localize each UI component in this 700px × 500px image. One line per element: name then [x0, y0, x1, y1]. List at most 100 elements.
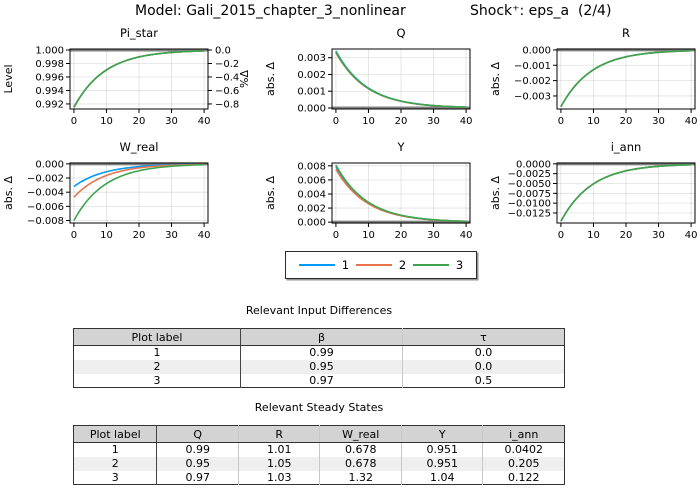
y-axis-label: abs. Δ	[264, 62, 277, 96]
series-line-3	[335, 164, 467, 223]
gridlines	[70, 163, 208, 223]
svg-text:−0.002: −0.002	[514, 76, 551, 87]
table-cell: 0.0	[401, 345, 565, 360]
subplot-title: Q	[396, 26, 405, 40]
svg-text:10: 10	[100, 230, 113, 241]
plot-Pi_star: 0 10 20 30 40 1.000 0.998 0.996 0.994 0.992 0.0 −0.…	[2, 26, 251, 127]
svg-text:10: 10	[587, 116, 600, 127]
svg-text:10: 10	[100, 116, 113, 127]
table-cell: 1.04	[400, 470, 483, 485]
svg-text:−0.006: −0.006	[27, 202, 64, 213]
svg-text:20: 20	[620, 116, 633, 127]
table-cell: 0.99	[156, 442, 239, 457]
svg-text:−0.8: −0.8	[215, 99, 239, 110]
table-row: 2 0.95 1.05 0.678 0.951 0.205	[73, 456, 565, 471]
input-differences-section: Relevant Input Differences Plot label β τ 1…	[73, 304, 565, 388]
svg-text:−0.003: −0.003	[514, 91, 551, 102]
table-cell: 0.99	[239, 345, 403, 360]
series-line-3	[560, 163, 692, 222]
column-header: β	[239, 328, 403, 346]
svg-text:0: 0	[333, 230, 339, 241]
table-row: 3 0.97 1.03 1.32 1.04 0.122	[74, 470, 565, 485]
column-header: Plot label	[73, 328, 241, 346]
tick-labels: 0 10 20 30 40 0.000 −0.002 −0.004 −0.006 −0.008	[27, 159, 210, 241]
table-cell: 0.678	[319, 456, 402, 471]
table-cell: 1	[111, 443, 119, 457]
legend: 1 2 3	[285, 251, 477, 279]
table-cell: 2	[73, 359, 241, 374]
steady-states-section: Relevant Steady States Plot label Q R W_rea…	[73, 401, 565, 485]
series-line-3	[73, 163, 205, 221]
svg-text:0.008: 0.008	[297, 161, 326, 172]
table-cell: 0.0402	[482, 442, 565, 457]
table-row: 3 0.97 0.5	[74, 373, 565, 388]
gridlines	[70, 49, 208, 109]
plot-i_ann: 0 10 20 30 400.0000−0.0025−0.0050−0.0075−0.0…	[489, 140, 698, 241]
svg-text:0.004: 0.004	[297, 189, 326, 200]
svg-text:0: 0	[558, 116, 564, 127]
svg-text:−0.2: −0.2	[215, 59, 239, 70]
svg-text:0.006: 0.006	[297, 175, 326, 186]
axis-ticks	[66, 49, 212, 113]
table-cell: 1.05	[237, 456, 320, 471]
subplot-title: Pi_star	[120, 26, 158, 40]
table-row: 1 0.99 1.01 0.678 0.951 0.0402	[74, 442, 565, 457]
svg-text:1.000: 1.000	[35, 46, 64, 57]
legend-label: 1	[341, 258, 350, 272]
svg-text:30: 30	[427, 116, 440, 127]
svg-text:0.003: 0.003	[297, 53, 326, 64]
model-title: Model: Gali_2015_chapter_3_nonlinear	[135, 3, 406, 19]
svg-text:−0.004: −0.004	[27, 188, 64, 199]
series-line-3	[73, 50, 205, 108]
table-cell: 0.678	[319, 442, 402, 457]
svg-text:−0.4: −0.4	[215, 72, 239, 83]
svg-text:20: 20	[620, 230, 633, 241]
shock-title: Shock⁺: eps_a (2/4)	[470, 3, 612, 19]
svg-text:−0.002: −0.002	[27, 174, 64, 185]
svg-text:30: 30	[427, 230, 440, 241]
svg-text:30: 30	[652, 230, 665, 241]
svg-text:0: 0	[333, 116, 339, 127]
axis-ticks	[553, 163, 692, 227]
svg-text:10: 10	[587, 230, 600, 241]
table-cell: 1.32	[319, 470, 402, 485]
series-line-3	[335, 51, 467, 108]
tick-labels: 0 10 20 30 40 0.003 0.002 0.001 0.000	[297, 53, 472, 127]
table-cell: 1.01	[237, 442, 320, 457]
table-cell: 0.205	[482, 456, 565, 471]
svg-text:10: 10	[362, 230, 375, 241]
svg-text:30: 30	[165, 116, 178, 127]
table-cell: 0.95	[156, 456, 239, 471]
svg-text:20: 20	[395, 230, 408, 241]
axis-ticks	[328, 57, 467, 113]
svg-text:−0.001: −0.001	[514, 61, 551, 72]
subplot-title: R	[622, 26, 630, 40]
column-header: R	[237, 425, 320, 443]
series-line-3	[560, 49, 692, 108]
legend-item-3: 3	[412, 258, 463, 272]
table-row: 2 0.95 0.0	[73, 359, 565, 374]
plot-W_real: 0 10 20 30 40 0.000 −0.002 −0.004 −0.006 −0.008 W_…	[2, 140, 210, 241]
table-cell: 3	[153, 373, 161, 387]
svg-text:0.000: 0.000	[35, 159, 64, 170]
table-cell: 2	[73, 456, 157, 471]
column-header: τ	[401, 328, 565, 346]
svg-text:20: 20	[133, 116, 146, 127]
svg-text:40: 40	[685, 230, 698, 241]
table-header-row: Plot label β τ	[73, 328, 565, 346]
axis-ticks	[328, 165, 467, 227]
tick-labels: 0 10 20 30 40 1.000 0.998 0.996 0.994 0.992 0.0 −0.…	[35, 46, 239, 127]
legend-line-swatch	[412, 264, 449, 266]
table-cell: 0.0	[401, 359, 565, 374]
subplot-title: W_real	[120, 140, 159, 154]
table-cell: 1.03	[237, 470, 320, 485]
svg-text:40: 40	[460, 116, 473, 127]
tick-labels: 0 10 20 30 40 0.008 0.006 0.004 0.002 0.000	[297, 161, 472, 241]
gridlines	[557, 163, 695, 223]
legend-item-2: 2	[355, 258, 406, 272]
legend-item-1: 1	[298, 258, 350, 272]
svg-text:−0.0050: −0.0050	[508, 179, 551, 190]
